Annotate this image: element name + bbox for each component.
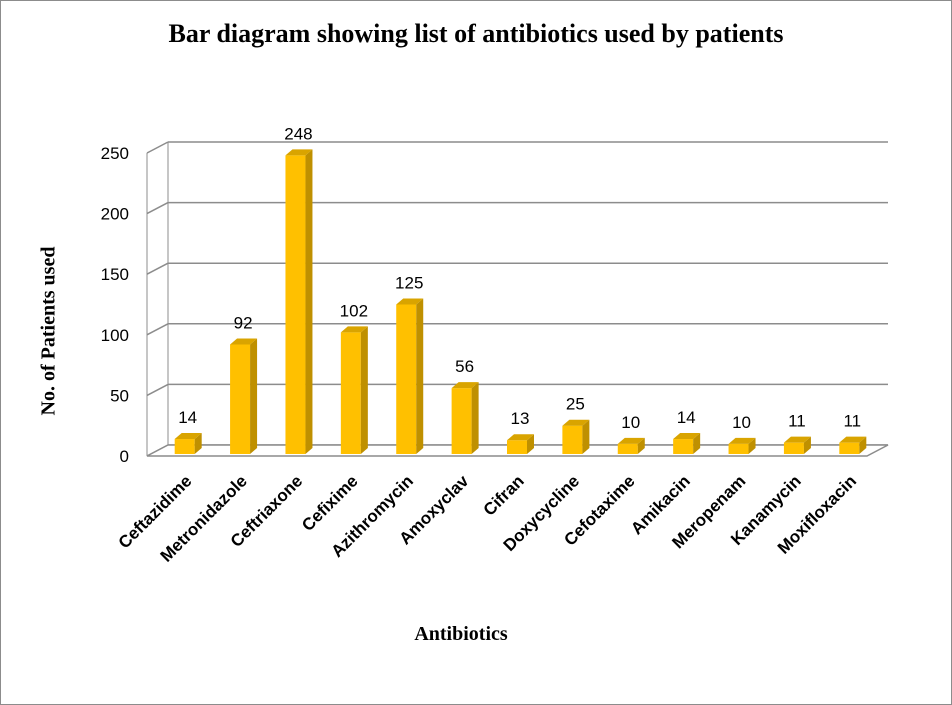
bar-top xyxy=(783,436,811,443)
bar-side xyxy=(803,436,811,454)
bar-top xyxy=(673,433,701,440)
gridline-depth xyxy=(146,323,169,336)
bar xyxy=(285,155,306,454)
y-tick-label: 250 xyxy=(101,144,129,163)
y-tick-label: 50 xyxy=(110,386,129,405)
bar-side xyxy=(693,433,701,454)
gridline-depth xyxy=(146,262,169,275)
data-label: 10 xyxy=(621,413,640,432)
bar-top xyxy=(174,433,202,440)
bar-side xyxy=(305,149,313,454)
x-tick-label: Cifran xyxy=(480,471,528,519)
bar xyxy=(728,443,749,454)
bar xyxy=(340,332,361,454)
data-label: 13 xyxy=(511,409,530,428)
data-label: 11 xyxy=(843,412,861,431)
bar-top xyxy=(617,437,645,444)
bar-top xyxy=(562,419,590,426)
bar xyxy=(839,442,860,454)
y-tick-label: 200 xyxy=(101,205,129,224)
data-label: 14 xyxy=(677,408,696,427)
bar xyxy=(617,443,638,454)
bar-side xyxy=(360,326,368,454)
bar xyxy=(396,304,417,454)
chart-title: Bar diagram showing list of antibiotics … xyxy=(168,19,784,48)
bar-top xyxy=(396,298,424,305)
bar-top xyxy=(507,434,534,441)
bar-side xyxy=(637,437,645,454)
x-axis-label: Antibiotics xyxy=(414,623,508,645)
bar-side xyxy=(194,433,202,454)
bar-top xyxy=(839,436,867,443)
y-tick-label: 150 xyxy=(101,265,129,284)
data-label: 92 xyxy=(234,313,253,332)
gridline-depth xyxy=(146,201,169,215)
bar-side xyxy=(527,434,534,454)
bar-side xyxy=(471,382,479,454)
bar-side xyxy=(748,437,756,454)
bar xyxy=(673,439,694,454)
bar xyxy=(562,425,583,454)
bar-top xyxy=(728,437,756,444)
data-label: 248 xyxy=(284,124,312,143)
data-label: 125 xyxy=(395,274,423,293)
bar-top xyxy=(340,326,368,333)
bar-side xyxy=(582,419,590,454)
bar-side xyxy=(416,298,424,454)
bar xyxy=(783,442,804,454)
bar-side xyxy=(250,338,258,454)
bar-top xyxy=(230,338,258,345)
data-label: 11 xyxy=(788,412,806,431)
bar xyxy=(230,344,251,454)
y-tick-label: 100 xyxy=(101,326,129,345)
bar xyxy=(507,440,527,454)
data-label: 10 xyxy=(732,413,751,432)
gridline-depth xyxy=(146,141,169,154)
bar xyxy=(451,388,472,454)
data-label: 102 xyxy=(340,301,368,320)
bar xyxy=(174,439,195,454)
gridline-depth xyxy=(146,383,169,397)
data-label: 56 xyxy=(455,357,474,376)
y-tick-label: 0 xyxy=(120,447,129,466)
bar-top xyxy=(285,149,313,156)
data-label: 14 xyxy=(178,408,197,427)
data-label: 25 xyxy=(566,395,585,414)
bar-top xyxy=(451,382,479,389)
bar-side xyxy=(859,436,867,454)
